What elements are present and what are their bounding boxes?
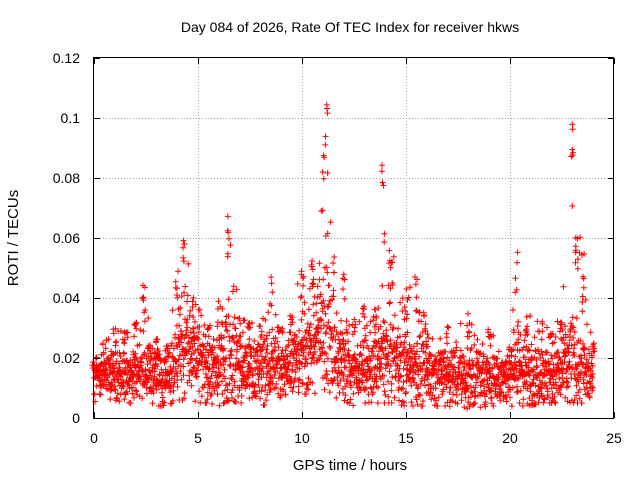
x-axis-label: GPS time / hours: [293, 457, 407, 474]
x-tick-label: 15: [398, 430, 414, 446]
x-tick-label: 10: [294, 430, 310, 446]
y-tick-label: 0: [72, 410, 80, 426]
chart-title: Day 084 of 2026, Rate Of TEC Index for r…: [181, 19, 519, 35]
y-tick-label: 0.04: [53, 290, 80, 306]
y-tick-label: 0.12: [53, 50, 80, 66]
y-axis-label: ROTI / TECUs: [5, 190, 22, 286]
roti-point-markers: [89, 101, 598, 412]
y-tick-label: 0.1: [61, 110, 81, 126]
x-tick-label: 5: [194, 430, 202, 446]
y-tick-label: 0.02: [53, 350, 80, 366]
data-points: [89, 101, 598, 412]
x-tick-label: 25: [606, 430, 622, 446]
axis-ticks: 0 5 10 15 20 25 0 0.02 0.04 0.06 0.08 0.1 0.12: [53, 50, 622, 446]
x-tick-label: 20: [502, 430, 518, 446]
y-tick-label: 0.08: [53, 170, 80, 186]
y-tick-label: 0.06: [53, 230, 80, 246]
x-tick-label: 0: [90, 430, 98, 446]
